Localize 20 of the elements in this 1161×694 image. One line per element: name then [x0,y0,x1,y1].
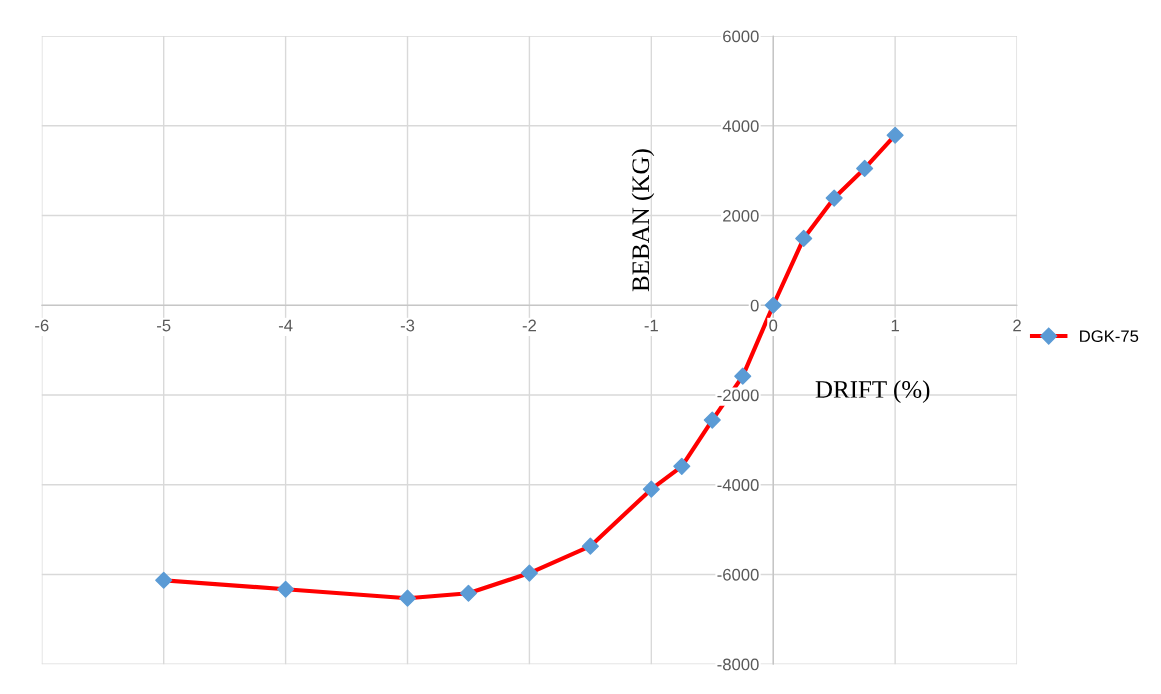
y-tick-label: -6000 [717,568,759,581]
x-tick-label: 1 [891,319,899,332]
x-tick-label: 2 [1013,319,1021,332]
y-tick-label: -2000 [717,389,759,402]
x-tick-label: -6 [35,319,49,332]
y-tick-label: -4000 [717,479,759,491]
x-tick-label: -1 [644,319,658,332]
y-tick-label: 0 [750,299,759,312]
y-axis-title: BEBAN (KG) [631,149,655,292]
y-tick-label: 2000 [723,209,759,222]
y-tick-label: -8000 [717,658,759,671]
x-tick-label: -4 [278,319,293,332]
x-axis-title: DRIFT (%) [815,380,930,403]
x-tick-label: -3 [400,319,415,332]
legend-label: DGK-75 [1080,330,1139,343]
y-tick-label: 4000 [722,120,759,133]
x-tick-label: -2 [522,319,536,332]
y-tick-label: 6000 [723,30,759,43]
x-tick-label: 0 [769,319,778,332]
x-tick-label: -5 [157,319,171,332]
